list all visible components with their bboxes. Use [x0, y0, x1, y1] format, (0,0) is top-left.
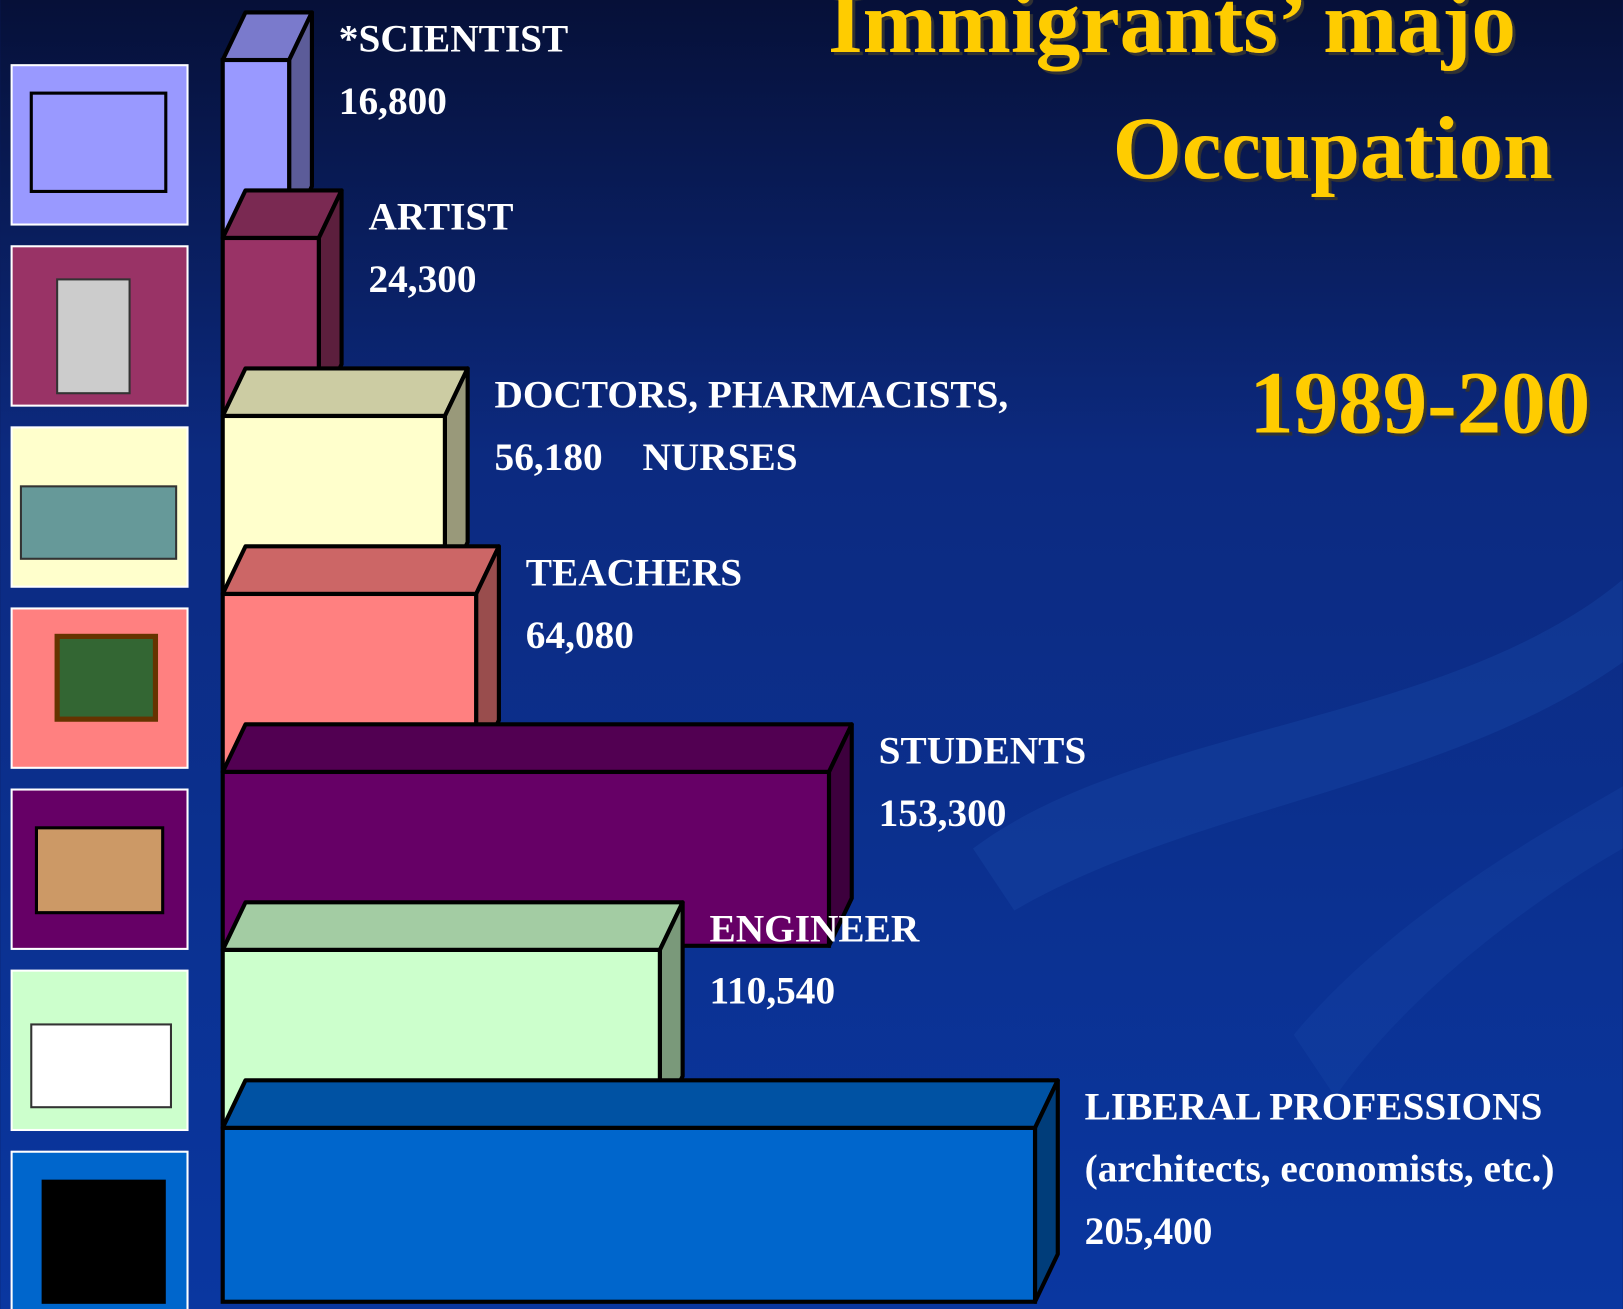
value-label: 56,180	[495, 435, 603, 479]
bar-top	[223, 724, 852, 772]
category-label: *SCIENTIST	[339, 17, 568, 61]
chart-subtitle: 1989-200	[1249, 355, 1590, 453]
icon-art	[36, 828, 162, 913]
bar-top	[223, 546, 499, 594]
category-label: (architects, economists, etc.)	[1085, 1147, 1555, 1191]
category-label: STUDENTS	[879, 729, 1087, 773]
chart-title: Immigrants’ majo	[828, 0, 1516, 72]
category-label: TEACHERS	[526, 551, 742, 595]
page: Immigrants’ majo Occupation 1989-200 *SC…	[0, 0, 1623, 1309]
bar	[223, 1128, 1035, 1302]
bar-top	[223, 1080, 1058, 1128]
category-label: ENGINEER	[710, 907, 920, 951]
icon-column	[12, 65, 188, 1309]
category-label: ARTIST	[368, 195, 513, 239]
value-label: 24,300	[368, 257, 476, 301]
category-label: DOCTORS, PHARMACISTS,	[495, 373, 1009, 417]
icon-art	[57, 279, 129, 393]
value-label: 153,300	[879, 791, 1007, 835]
value-label: 64,080	[526, 613, 634, 657]
icon-art	[21, 486, 176, 558]
bar-top	[223, 368, 468, 416]
slide: Immigrants’ majo Occupation 1989-200 *SC…	[0, 0, 1623, 1309]
chart-title: Occupation	[1113, 100, 1553, 198]
category-label: LIBERAL PROFESSIONS	[1085, 1085, 1543, 1129]
bar-top	[223, 902, 683, 950]
icon-art	[57, 636, 155, 719]
icon-scientist	[12, 65, 188, 224]
icon-art	[31, 1024, 171, 1107]
category-label: NURSES	[643, 435, 798, 479]
value-label: 205,400	[1085, 1209, 1213, 1253]
icon-art	[42, 1180, 166, 1304]
value-label: 16,800	[339, 79, 447, 123]
value-label: 110,540	[710, 969, 836, 1013]
